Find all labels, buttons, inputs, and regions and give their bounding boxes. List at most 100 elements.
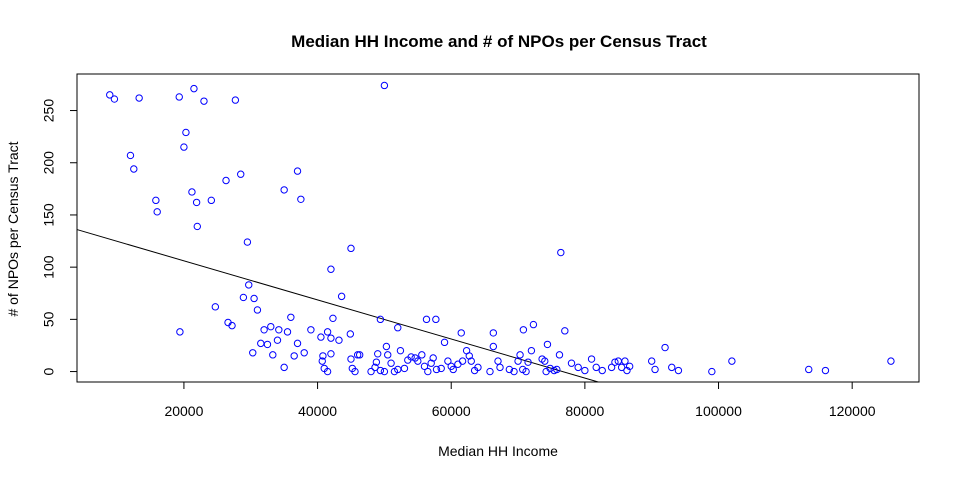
data-point	[153, 208, 161, 216]
data-point	[543, 340, 552, 349]
data-point	[668, 363, 676, 372]
data-point	[376, 315, 385, 324]
chart-title: Median HH Income and # of NPOs per Censu…	[291, 32, 707, 51]
data-point	[287, 313, 295, 321]
data-point	[130, 165, 138, 173]
data-point	[708, 367, 716, 376]
data-point	[269, 351, 277, 359]
x-axis-label: Median HH Income	[438, 443, 558, 459]
data-point	[239, 293, 248, 302]
data-point	[647, 357, 656, 365]
data-point	[376, 366, 385, 375]
data-point	[440, 338, 449, 347]
data-point	[307, 326, 315, 334]
data-point	[561, 327, 569, 335]
y-tick-label: 150	[41, 203, 57, 227]
data-point	[175, 93, 183, 101]
data-point	[805, 365, 813, 374]
data-point	[273, 336, 282, 344]
data-point	[317, 333, 325, 341]
data-point	[327, 265, 335, 273]
data-point	[250, 294, 258, 303]
x-tick-label: 60000	[432, 403, 471, 419]
data-point	[510, 367, 518, 376]
data-point	[384, 351, 392, 359]
data-point	[290, 352, 298, 360]
data-point	[674, 366, 683, 375]
data-point	[467, 357, 475, 365]
data-point	[444, 357, 452, 365]
data-point	[318, 357, 326, 365]
y-tick-label: 0	[41, 367, 57, 375]
data-point	[394, 324, 402, 332]
data-point	[297, 195, 305, 203]
data-point	[253, 306, 262, 314]
data-point	[432, 315, 440, 324]
data-point	[207, 196, 216, 205]
data-point	[496, 363, 504, 372]
y-axis: 0 50 100 150 200 250	[41, 99, 77, 375]
data-point	[527, 346, 536, 355]
data-point	[293, 339, 302, 348]
data-point	[222, 176, 230, 185]
data-point	[329, 314, 337, 323]
data-point	[522, 367, 530, 376]
data-point	[489, 342, 498, 351]
data-point	[516, 351, 524, 359]
data-point	[237, 170, 245, 178]
data-point	[382, 342, 391, 351]
x-tick-label: 20000	[164, 403, 203, 419]
data-point	[353, 351, 362, 359]
data-point	[474, 363, 482, 372]
data-point	[486, 367, 494, 376]
data-point	[661, 343, 669, 352]
regression-layer	[76, 229, 599, 383]
data-point	[607, 363, 616, 372]
data-point	[437, 364, 445, 373]
data-point	[323, 328, 332, 336]
data-point	[427, 359, 435, 367]
data-point	[193, 222, 201, 231]
data-point	[323, 367, 332, 376]
data-point	[190, 84, 198, 93]
data-point	[400, 364, 409, 373]
data-point	[555, 351, 564, 359]
data-point	[152, 196, 160, 205]
data-point	[567, 359, 576, 367]
data-point	[176, 328, 184, 336]
data-point	[126, 151, 135, 160]
data-point	[374, 350, 382, 358]
data-point	[617, 363, 626, 372]
data-point	[458, 357, 467, 365]
x-tick-label: 40000	[298, 403, 337, 419]
data-point	[380, 367, 389, 376]
data-point	[188, 188, 196, 196]
data-point	[135, 94, 143, 102]
x-tick-label: 100000	[695, 403, 742, 419]
data-point	[106, 91, 114, 99]
data-point	[454, 360, 462, 368]
data-point	[263, 340, 272, 349]
data-point	[592, 363, 600, 372]
data-point	[407, 353, 415, 361]
data-point	[275, 326, 283, 334]
data-point	[422, 315, 431, 324]
data-point	[505, 365, 514, 374]
y-tick-label: 50	[41, 311, 57, 327]
data-point	[283, 328, 292, 336]
data-point	[280, 186, 288, 194]
data-point	[346, 330, 355, 338]
x-tick-label: 80000	[565, 403, 604, 419]
data-point	[494, 357, 502, 365]
x-tick-label: 120000	[829, 403, 876, 419]
data-point	[581, 366, 589, 375]
data-point	[489, 329, 498, 337]
y-tick-label: 200	[41, 151, 57, 175]
data-point	[327, 334, 335, 342]
data-point	[429, 354, 437, 362]
data-point	[424, 367, 432, 376]
data-point	[432, 365, 441, 374]
data-point	[231, 96, 240, 104]
data-point	[280, 363, 288, 372]
